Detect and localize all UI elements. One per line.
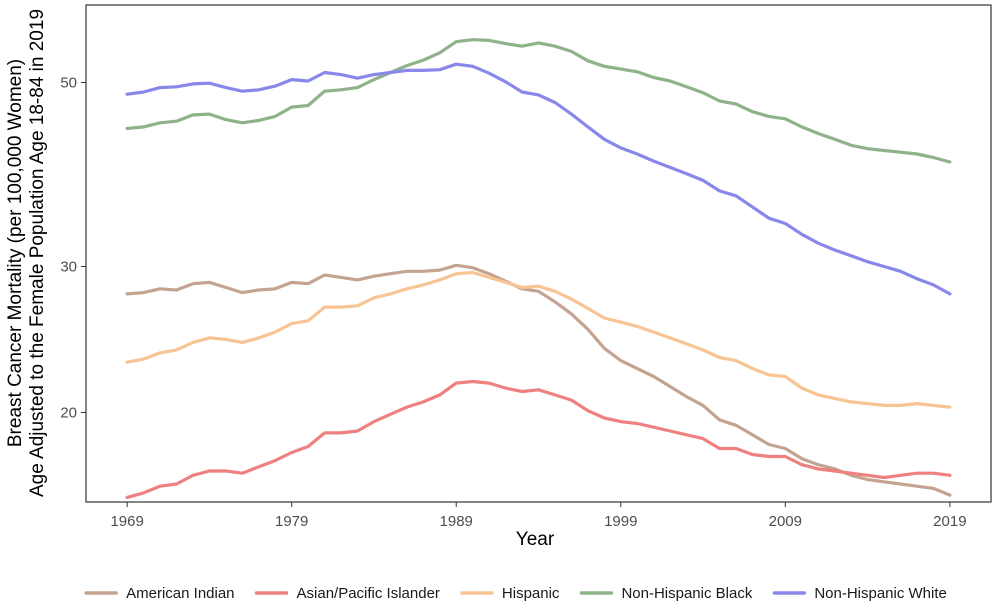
x-tick-label: 1989 [440,513,473,530]
y-axis-title-line1: Breast Cancer Mortality (per 100,000 Wom… [5,59,26,447]
y-tick-label: 50 [60,74,77,91]
series-line-hispanic [125,270,952,409]
plot-panel-border [85,4,992,503]
legend-label-non-hispanic-white: Non-Hispanic White [814,585,947,602]
legend-label-american-indian: American Indian [126,585,234,602]
x-tick-label: 1979 [275,513,308,530]
legend-label-hispanic: Hispanic [502,585,560,602]
legend-label-non-hispanic-black: Non-Hispanic Black [621,585,752,602]
x-tick-label: 2019 [933,513,966,530]
x-tick-label: 1969 [110,513,143,530]
x-axis: 1969 1979 1989 1999 2009 2019 [110,502,967,530]
y-tick-label: 20 [60,405,77,422]
series-line-non-hispanic-black [125,38,952,164]
y-axis-title: Breast Cancer Mortality (per 100,000 Wom… [5,9,48,497]
legend: American Indian Asian/Pacific Islander His… [84,585,947,602]
x-tick-label: 1999 [604,513,637,530]
series-line-non-hispanic-white [125,62,952,296]
y-tick-label: 30 [60,258,77,275]
x-axis-title: Year [516,529,555,550]
series-line-asian-pacific-islander [125,379,952,499]
x-tick-label: 2009 [769,513,802,530]
series-line-american-indian [125,263,952,497]
y-axis-title-line2: Age Adjusted to the Female Population Ag… [27,9,48,497]
legend-label-asian-pacific-islander: Asian/Pacific Islander [297,585,440,602]
series-lines [125,38,952,499]
y-axis: 20 30 50 [60,74,86,422]
